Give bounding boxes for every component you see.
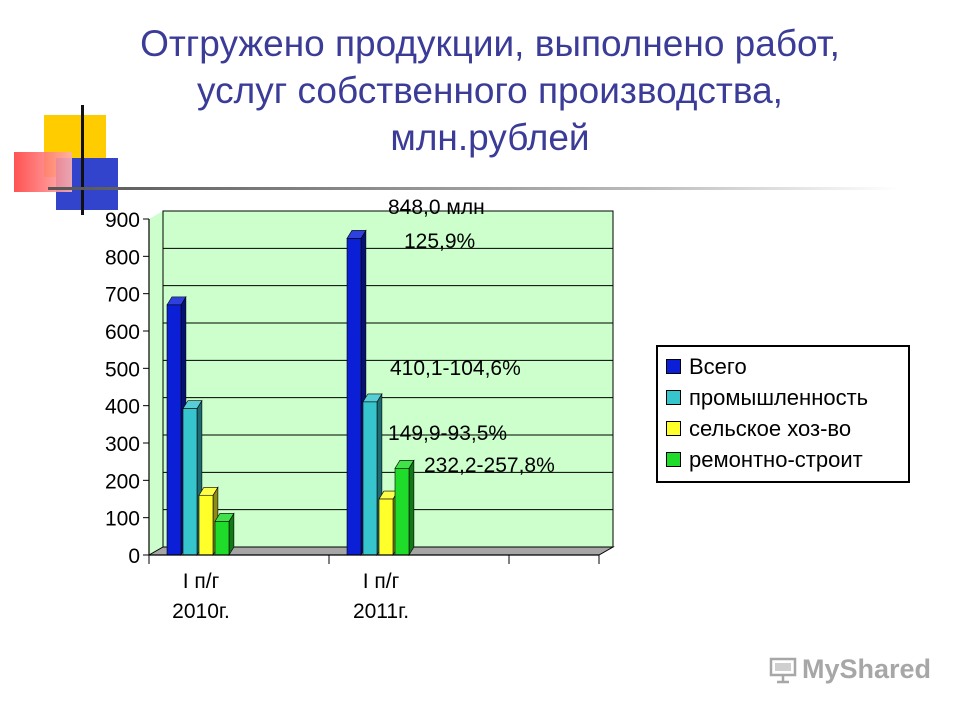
watermark: MyShared: [768, 654, 931, 685]
plot-area-wall: [149, 211, 613, 555]
legend-swatch: [666, 359, 681, 374]
legend-item: ремонтно-строит: [666, 444, 908, 475]
y-tick-label: 700: [105, 284, 140, 307]
y-axis-ticks: 0 100 200 300 400 500 600 700 800 900: [105, 209, 600, 568]
legend-item: промышленность: [666, 382, 908, 413]
bar: [198, 494, 214, 556]
slide-title: Отгружено продукции, выполнено работ, ус…: [60, 20, 920, 161]
bars-group: [166, 229, 415, 557]
y-tick-label: 900: [105, 209, 140, 232]
legend-label: сельское хоз-во: [689, 415, 852, 441]
watermark-text: MyShared: [802, 654, 932, 684]
bar: [214, 521, 230, 556]
bar: [166, 304, 182, 556]
chart-legend: Всего промышленность сельское хоз-во рем…: [656, 345, 910, 483]
legend-item: Всего: [666, 351, 908, 382]
chart-annotation: 125,9%: [404, 230, 475, 253]
y-tick-label: 400: [105, 396, 140, 419]
bar-side: [408, 459, 415, 557]
x-category-label: I п/г: [363, 570, 400, 593]
bar: [362, 401, 378, 556]
legend-swatch: [666, 452, 681, 467]
bar: [346, 238, 362, 556]
x-category-label: 2010г.: [172, 600, 230, 623]
presentation-board-icon: [769, 657, 797, 683]
chart-annotation: 232,2-257,8%: [424, 454, 555, 477]
y-tick-label: 600: [105, 321, 140, 344]
annotations-group: 848,0 млн 125,9% 410,1-104,6% 149,9-93,5% 23…: [388, 196, 555, 477]
x-axis-labels: I п/г 2010г. I п/г 2011г.: [172, 570, 409, 623]
chart-annotation: 149,9-93,5%: [388, 422, 507, 445]
legend-label: промышленность: [689, 384, 869, 410]
title-line-2: услуг собственного производства,: [197, 70, 783, 111]
y-tick-label: 100: [105, 508, 140, 531]
x-category-label: I п/г: [183, 570, 220, 593]
chart-annotation: 848,0 млн: [388, 196, 485, 219]
decorative-squares-graphic: [14, 105, 898, 215]
y-tick-label: 0: [128, 545, 140, 568]
y-tick-label: 500: [105, 358, 140, 381]
x-category-label: 2011г.: [353, 600, 409, 623]
legend-label: ремонтно-строит: [689, 446, 863, 472]
legend-label: Всего: [689, 353, 747, 379]
y-tick-label: 200: [105, 470, 140, 493]
title-line-3: млн.рублей: [390, 117, 590, 158]
legend-swatch: [666, 421, 681, 436]
bar: [378, 498, 394, 556]
y-tick-label: 800: [105, 246, 140, 269]
bar: [182, 408, 198, 556]
y-tick-label: 300: [105, 433, 140, 456]
title-line-1: Отгружено продукции, выполнено работ,: [140, 23, 840, 64]
chart-annotation: 410,1-104,6%: [390, 357, 521, 380]
legend-swatch: [666, 390, 681, 405]
bar: [394, 468, 410, 556]
legend-item: сельское хоз-во: [666, 413, 908, 444]
